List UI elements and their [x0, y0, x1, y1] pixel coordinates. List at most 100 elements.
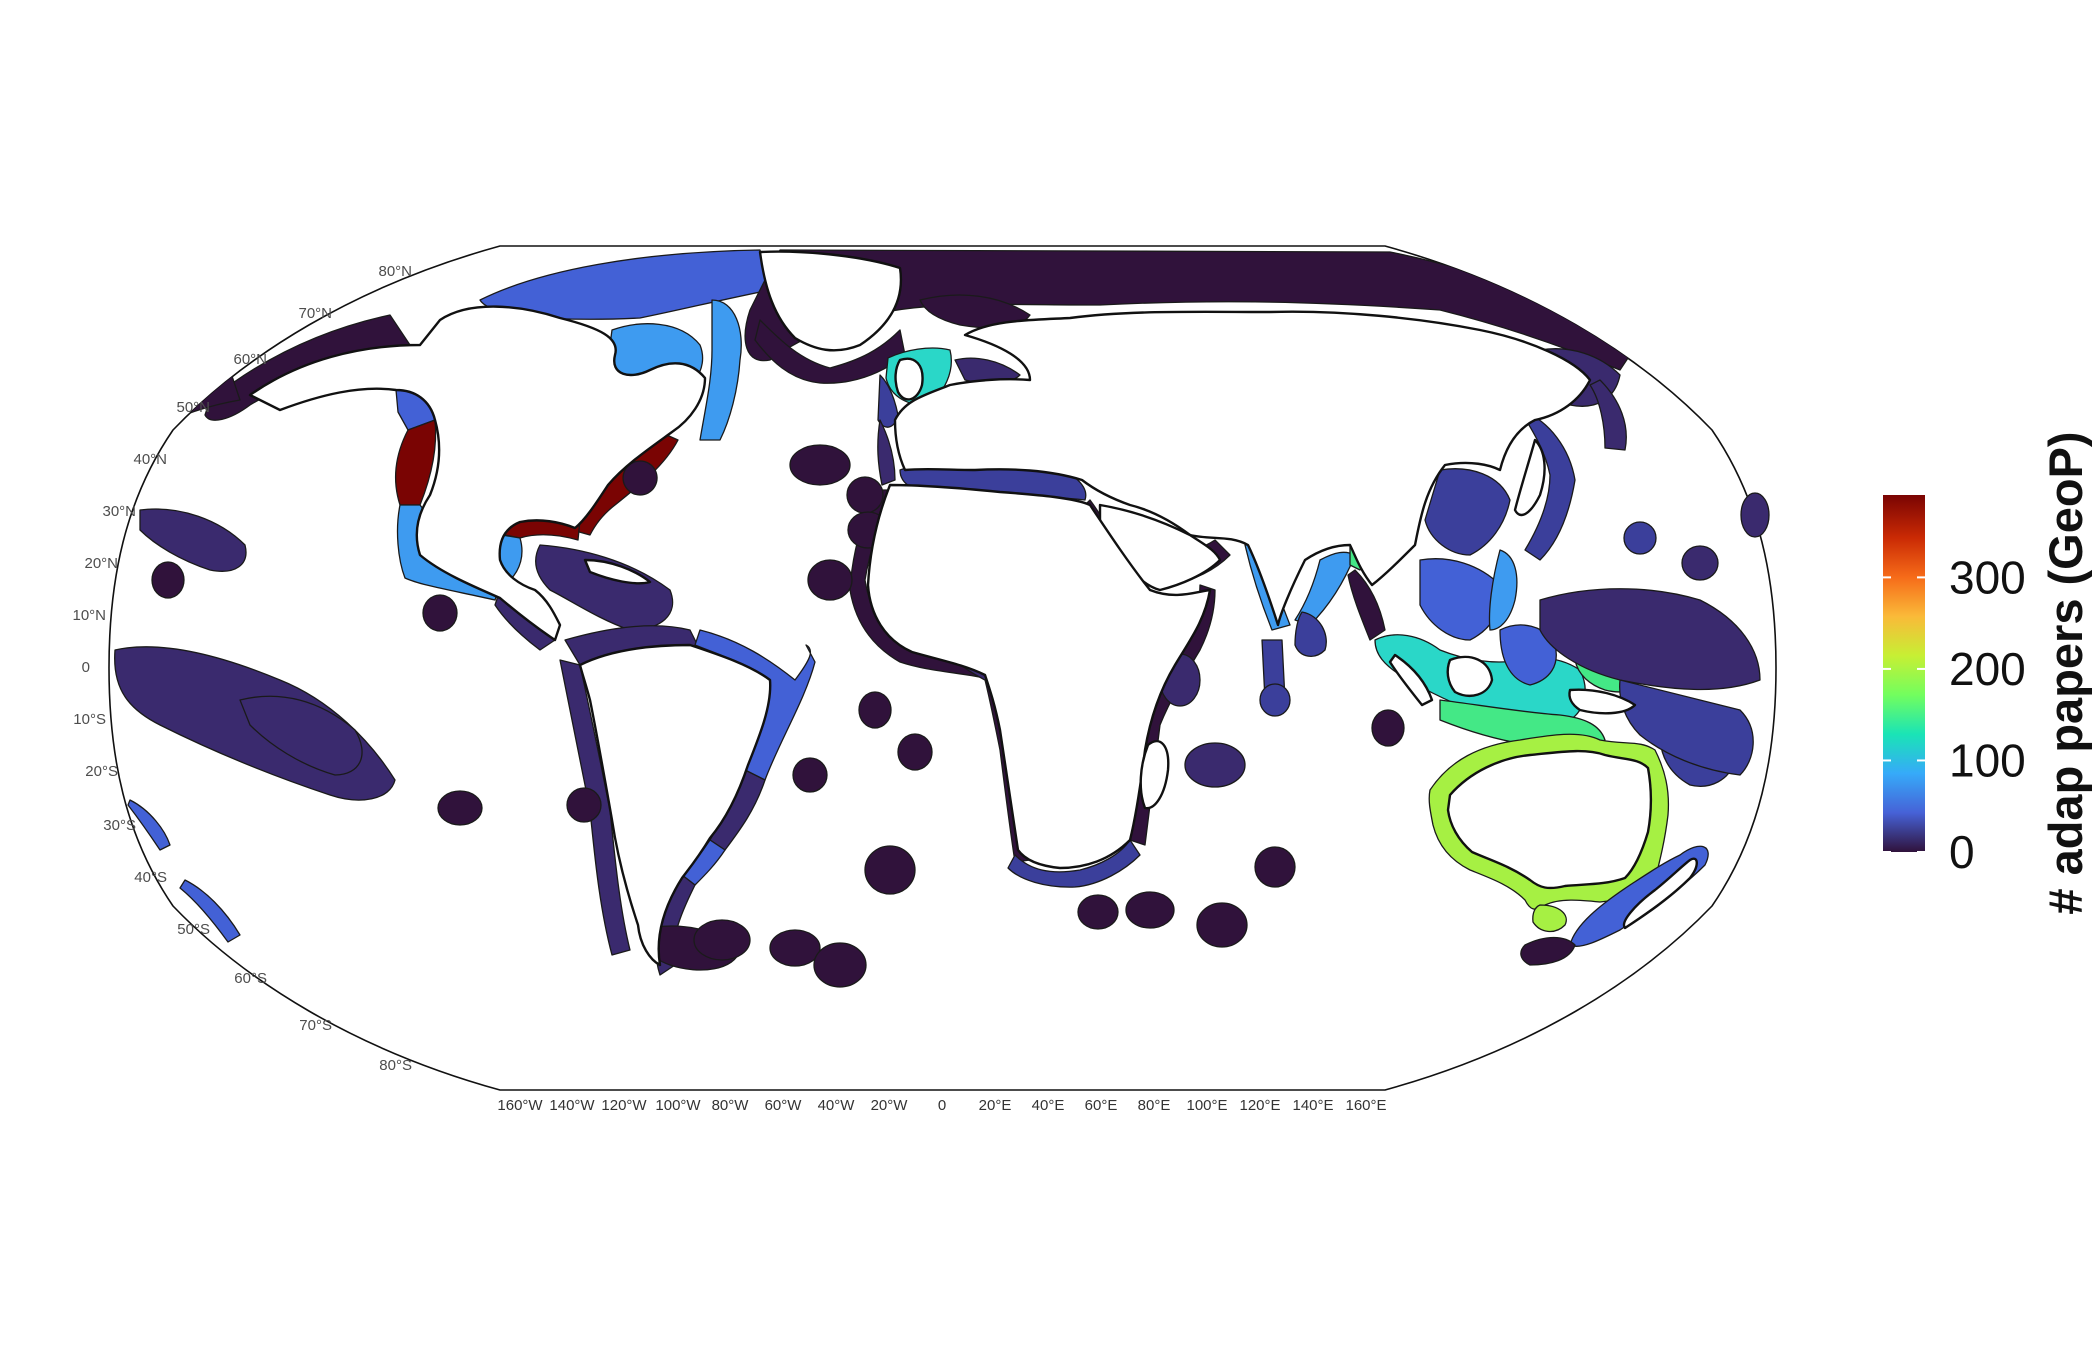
land-cuba	[583, 558, 652, 585]
island-wake	[1681, 545, 1719, 581]
colorbar-tick-label: 100	[1949, 734, 2026, 786]
lat-label: 60°N	[233, 351, 267, 368]
lon-label: 0	[938, 1097, 946, 1114]
colorbar-gradient	[1883, 495, 1925, 852]
lon-label: 40°W	[818, 1097, 856, 1114]
colorbar-title: # adap papers (GeoP)	[2039, 431, 2092, 914]
island-juan-fernandez	[437, 790, 483, 826]
island-st-helena	[858, 691, 892, 729]
island-chagos	[1259, 683, 1291, 717]
colorbar-ticks: 0 100 200 300	[1883, 551, 2026, 878]
lat-label: 80°N	[378, 263, 412, 280]
longitude-labels: 160°W 140°W 120°W 100°W 80°W 60°W 40°W 2…	[497, 1097, 1386, 1114]
ecoregion-new-zealand	[1569, 845, 1709, 947]
lon-label: 60°W	[765, 1097, 803, 1114]
lon-label: 20°E	[979, 1097, 1012, 1114]
lat-label: 60°S	[234, 970, 267, 987]
colorbar-tick-label: 300	[1949, 551, 2026, 603]
lon-label: 140°E	[1292, 1097, 1333, 1114]
lon-label: 120°W	[601, 1097, 647, 1114]
ecoregion-south-africa	[1007, 839, 1141, 888]
lon-label: 140°W	[549, 1097, 595, 1114]
island-trindade	[566, 787, 602, 823]
land-japan	[1513, 438, 1546, 517]
island-tristan	[792, 757, 828, 793]
island-bouvet	[1077, 894, 1119, 930]
land-britain	[894, 357, 924, 401]
island-marshall	[1623, 521, 1657, 555]
island-madeira	[846, 476, 884, 514]
land-madagascar	[1139, 739, 1170, 810]
ecoregion-bermuda	[622, 460, 658, 496]
ecoregion-micronesia	[1539, 588, 1761, 691]
land-eurasia	[893, 310, 1592, 627]
ecoregion-subantarctic-nz	[1520, 936, 1576, 966]
lat-label: 30°N	[102, 503, 136, 520]
ecoregion-polynesia	[239, 695, 363, 776]
ecoregion-hawaii	[139, 508, 247, 572]
island-south-sandwich	[813, 942, 867, 988]
land-new-guinea	[1568, 688, 1637, 715]
ecoregion-andaman	[1347, 569, 1386, 641]
lat-label: 50°N	[176, 399, 210, 416]
lat-label: 0	[82, 659, 90, 676]
ecoregion-kuril	[1589, 379, 1627, 451]
ecoregion-india-east	[1294, 551, 1356, 626]
ecoregion-labrador	[699, 299, 742, 441]
island-ecoregions	[151, 444, 1770, 988]
lon-label: 120°E	[1239, 1097, 1280, 1114]
island-amsterdam	[1371, 709, 1405, 747]
island-northern-pacific	[1740, 492, 1770, 538]
lat-label: 40°S	[134, 869, 167, 886]
lat-label: 40°N	[133, 451, 167, 468]
land-australia	[1446, 749, 1653, 890]
land-masses	[248, 250, 1698, 967]
ecoregion-japan	[1519, 409, 1576, 561]
land-borneo	[1446, 655, 1494, 697]
lon-label: 60°E	[1085, 1097, 1118, 1114]
land-south-america	[578, 643, 772, 967]
colorbar-tick-label: 0	[1949, 826, 1975, 878]
lat-label: 10°S	[73, 711, 106, 728]
ecoregion-kermadec	[127, 799, 171, 851]
lat-label: 30°S	[103, 817, 136, 834]
island-kerguelen	[1254, 846, 1296, 888]
land-greenland	[758, 250, 903, 352]
ecoregion-tasmania	[1532, 904, 1567, 933]
ecoregion-taiwan	[1488, 549, 1518, 631]
lon-label: 100°E	[1186, 1097, 1227, 1114]
island-crozet	[1196, 902, 1248, 948]
lon-label: 160°E	[1345, 1097, 1386, 1114]
land-africa	[866, 483, 1212, 870]
lat-label: 80°S	[379, 1057, 412, 1074]
lat-label: 70°S	[299, 1017, 332, 1034]
island-mascarene	[1184, 742, 1246, 788]
lon-label: 20°W	[871, 1097, 909, 1114]
ecoregion-iberia	[877, 419, 896, 486]
island-galapagos	[422, 594, 458, 632]
colorbar-legend: 0 100 200 300 # adap papers (GeoP)	[1883, 431, 2092, 915]
lat-label: 20°S	[85, 763, 118, 780]
ecoregion-philippines	[1499, 624, 1557, 686]
island-south-georgia	[769, 929, 821, 967]
island-easter	[864, 845, 916, 895]
island-cape-verde	[807, 559, 853, 601]
lat-label: 50°S	[177, 921, 210, 938]
lon-label: 40°E	[1032, 1097, 1065, 1114]
colorbar-tick-label: 200	[1949, 643, 2026, 695]
ecoregion-srilanka	[1294, 611, 1327, 657]
land-sumatra	[1388, 653, 1434, 707]
lon-label: 160°W	[497, 1097, 543, 1114]
island-prince-edward	[1125, 891, 1175, 929]
island-clipperton	[151, 561, 185, 599]
lat-label: 20°N	[84, 555, 118, 572]
ecoregion-east-china-sea	[1424, 468, 1511, 556]
lat-label: 10°N	[72, 607, 106, 624]
land-north-america	[248, 305, 707, 642]
island-azores	[789, 444, 851, 486]
lon-label: 80°E	[1138, 1097, 1171, 1114]
lon-label: 100°W	[655, 1097, 701, 1114]
island-falklands	[693, 919, 751, 961]
lon-label: 80°W	[712, 1097, 750, 1114]
island-ascension	[897, 733, 933, 771]
